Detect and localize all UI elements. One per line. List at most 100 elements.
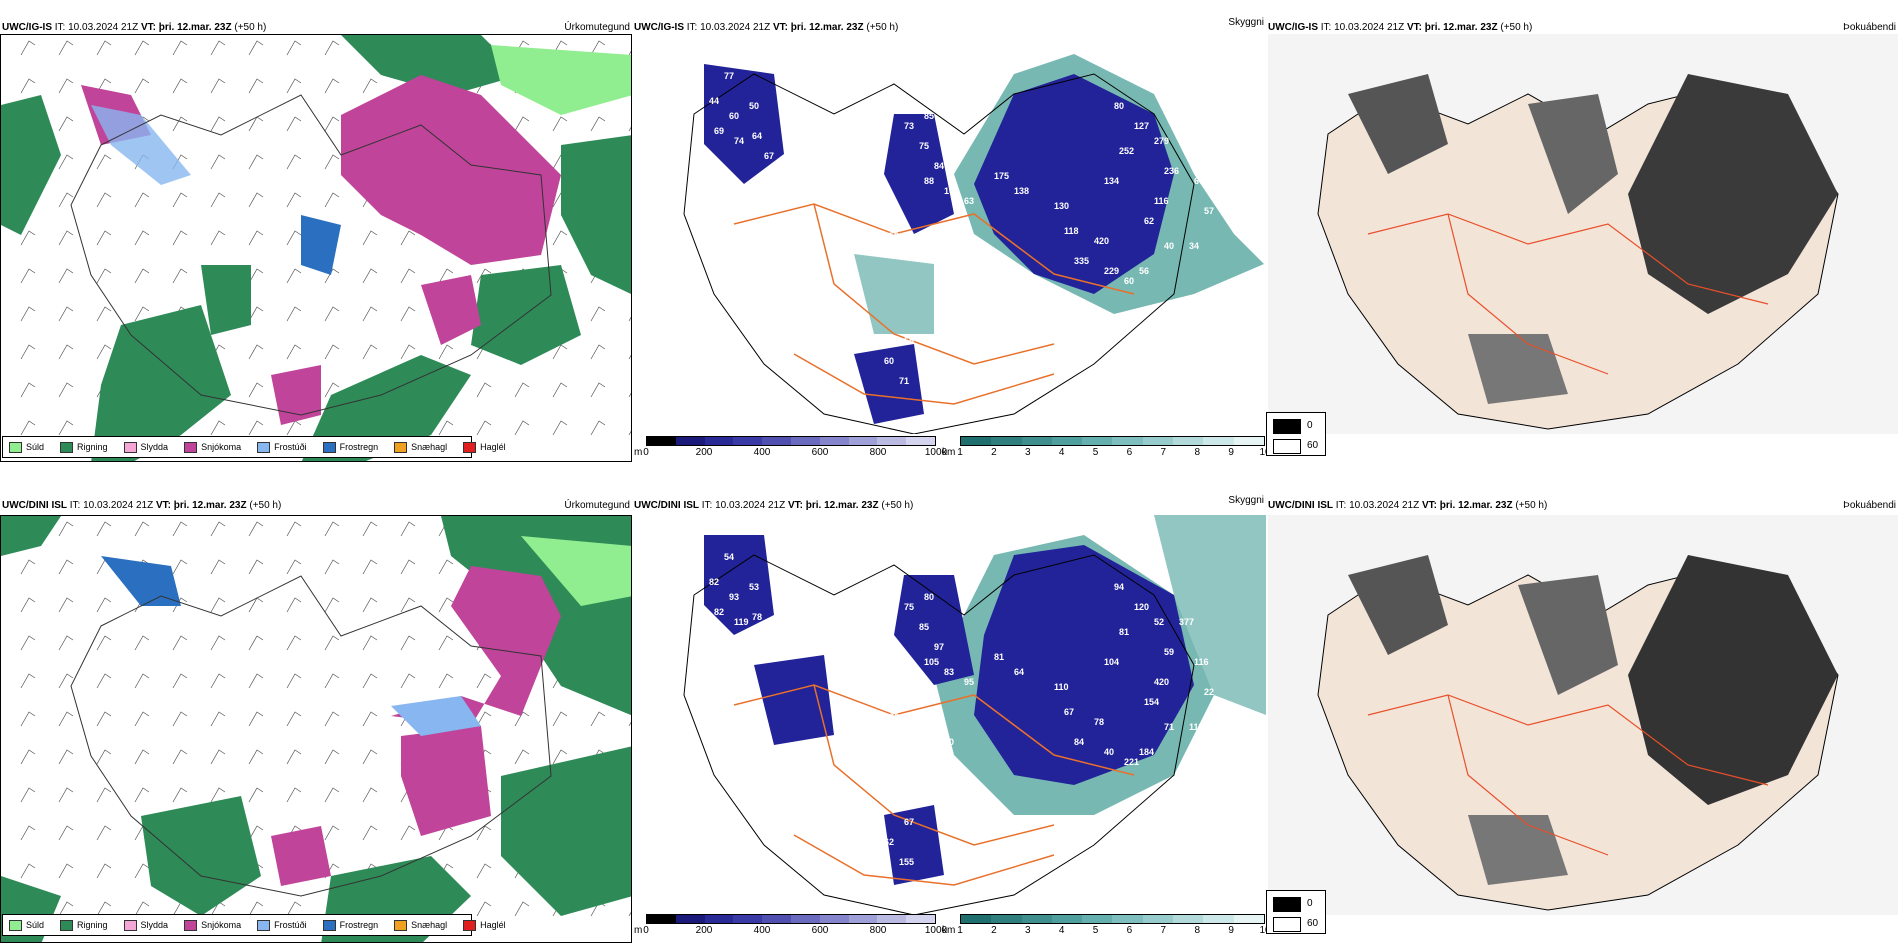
vis-km-swatch	[1142, 915, 1174, 923]
vis-value-label: 97	[934, 642, 944, 652]
legend-item-haglel: Haglél	[463, 441, 506, 453]
vis-value-label: 420	[1154, 677, 1169, 687]
wind-barb	[400, 344, 416, 360]
wind-barb	[362, 559, 378, 575]
vis-value-label: 80	[944, 256, 954, 266]
legend-item-sudd: Súld	[9, 919, 44, 931]
wind-barb	[134, 635, 150, 651]
wind-barb	[210, 420, 226, 436]
wind-barb	[248, 192, 264, 208]
vis-low-area	[704, 64, 784, 184]
legend-item-snaehagl: Snæhagl	[394, 919, 447, 931]
vis-value-label: 127	[1134, 121, 1149, 131]
vis-value-label: 116	[1154, 196, 1169, 206]
snow-area	[341, 75, 561, 265]
wind-barb	[476, 901, 492, 917]
wind-barb	[248, 521, 264, 537]
wind-barb	[286, 559, 302, 575]
wind-barb	[96, 901, 112, 917]
wind-barb	[20, 673, 36, 689]
vis-value-label: 54	[724, 552, 734, 562]
wind-barb	[172, 78, 188, 94]
vis-value-label: 95	[1179, 136, 1189, 146]
vis-value-label: 67	[904, 817, 914, 827]
wind-barb	[172, 559, 188, 575]
legend-item-rigning: Rigning	[60, 919, 108, 931]
vis-value-label: 42	[764, 632, 774, 642]
vis-km-swatch	[1051, 915, 1083, 923]
wind-barb	[362, 635, 378, 651]
panel-title-vis-row1: UWC/IG-IS IT: 10.03.2024 21Z VT: þri. 12…	[634, 22, 899, 33]
wind-barb	[400, 268, 416, 284]
wind-barb	[58, 825, 74, 841]
vis-value-label: 95	[964, 677, 974, 687]
wind-barb	[324, 635, 340, 651]
vis-value-label: 59	[889, 231, 899, 241]
wind-barb	[362, 711, 378, 727]
vis-m-swatch	[675, 437, 705, 445]
wind-barb	[20, 863, 36, 879]
wind-barb	[96, 306, 112, 322]
wind-barb	[438, 420, 454, 436]
vis-km-area	[854, 254, 934, 334]
vis-value-label: 80	[1114, 101, 1124, 111]
vis-m-tick-label: 0	[643, 925, 649, 936]
vis-km-swatch	[1112, 437, 1143, 445]
vis-unit-km-row2: km	[942, 925, 956, 936]
wind-barb	[210, 749, 226, 765]
vis-km-swatch	[991, 437, 1022, 445]
wind-barb	[286, 268, 302, 284]
legend-item-snjokoma: Snjókoma	[184, 441, 241, 453]
wind-barb	[400, 597, 416, 613]
wind-barb	[552, 116, 568, 132]
wind-barb	[20, 40, 36, 56]
vis-value-label: 184	[1139, 747, 1154, 757]
wind-barb	[172, 40, 188, 56]
wind-barb	[96, 40, 112, 56]
wind-barb	[286, 597, 302, 613]
vis-km-swatch	[1112, 915, 1143, 923]
vis-m-tick-label: 600	[811, 447, 829, 458]
wind-barb	[552, 420, 568, 436]
wind-barb	[20, 420, 36, 436]
wind-barb	[58, 382, 74, 398]
fog-map-row1	[1268, 34, 1898, 434]
panel-title-vis-row2: UWC/DINI ISL IT: 10.03.2024 21Z VT: þri.…	[634, 500, 914, 511]
snow-area	[271, 365, 321, 425]
vis-low-area	[884, 805, 944, 885]
wind-barb	[58, 559, 74, 575]
row-1: UWC/IG-IS IT: 10.03.2024 21Z VT: þri. 12…	[0, 17, 1898, 462]
vis-value-label: 60	[1124, 276, 1134, 286]
vis-value-label: 66	[1194, 176, 1204, 186]
vis-value-label: 50	[749, 101, 759, 111]
vis-m-tick-label: 200	[695, 925, 713, 936]
wind-barb	[324, 344, 340, 360]
vis-value-label: 75	[904, 602, 914, 612]
wind-barb	[210, 230, 226, 246]
vis-km-swatch	[1203, 915, 1234, 923]
precip-legend-row1: Súld Rigning Slydda Snjókoma Frostúði Fr…	[2, 436, 506, 458]
wind-barb	[324, 192, 340, 208]
vis-value-label: 82	[714, 607, 724, 617]
snow-area	[401, 726, 491, 836]
wind-barb	[20, 268, 36, 284]
wind-barb	[172, 749, 188, 765]
vis-value-label: 229	[1104, 266, 1119, 276]
vis-value-label: 236	[1164, 166, 1179, 176]
wind-barb	[134, 230, 150, 246]
rain-area	[471, 265, 581, 365]
vis-value-label: 279	[1154, 136, 1169, 146]
wind-barb	[210, 787, 226, 803]
vis-km-tick-label: 1	[957, 447, 963, 458]
vis-value-label: 130	[1054, 201, 1069, 211]
wind-barb	[248, 901, 264, 917]
wind-barb	[172, 521, 188, 537]
wind-barb	[248, 230, 264, 246]
drizzle-area	[491, 45, 631, 115]
roads	[733, 684, 1135, 886]
wind-barb	[438, 344, 454, 360]
wind-barb	[362, 597, 378, 613]
fog-dark-area	[1628, 555, 1838, 805]
wind-barb	[210, 154, 226, 170]
wind-barb	[400, 635, 416, 651]
